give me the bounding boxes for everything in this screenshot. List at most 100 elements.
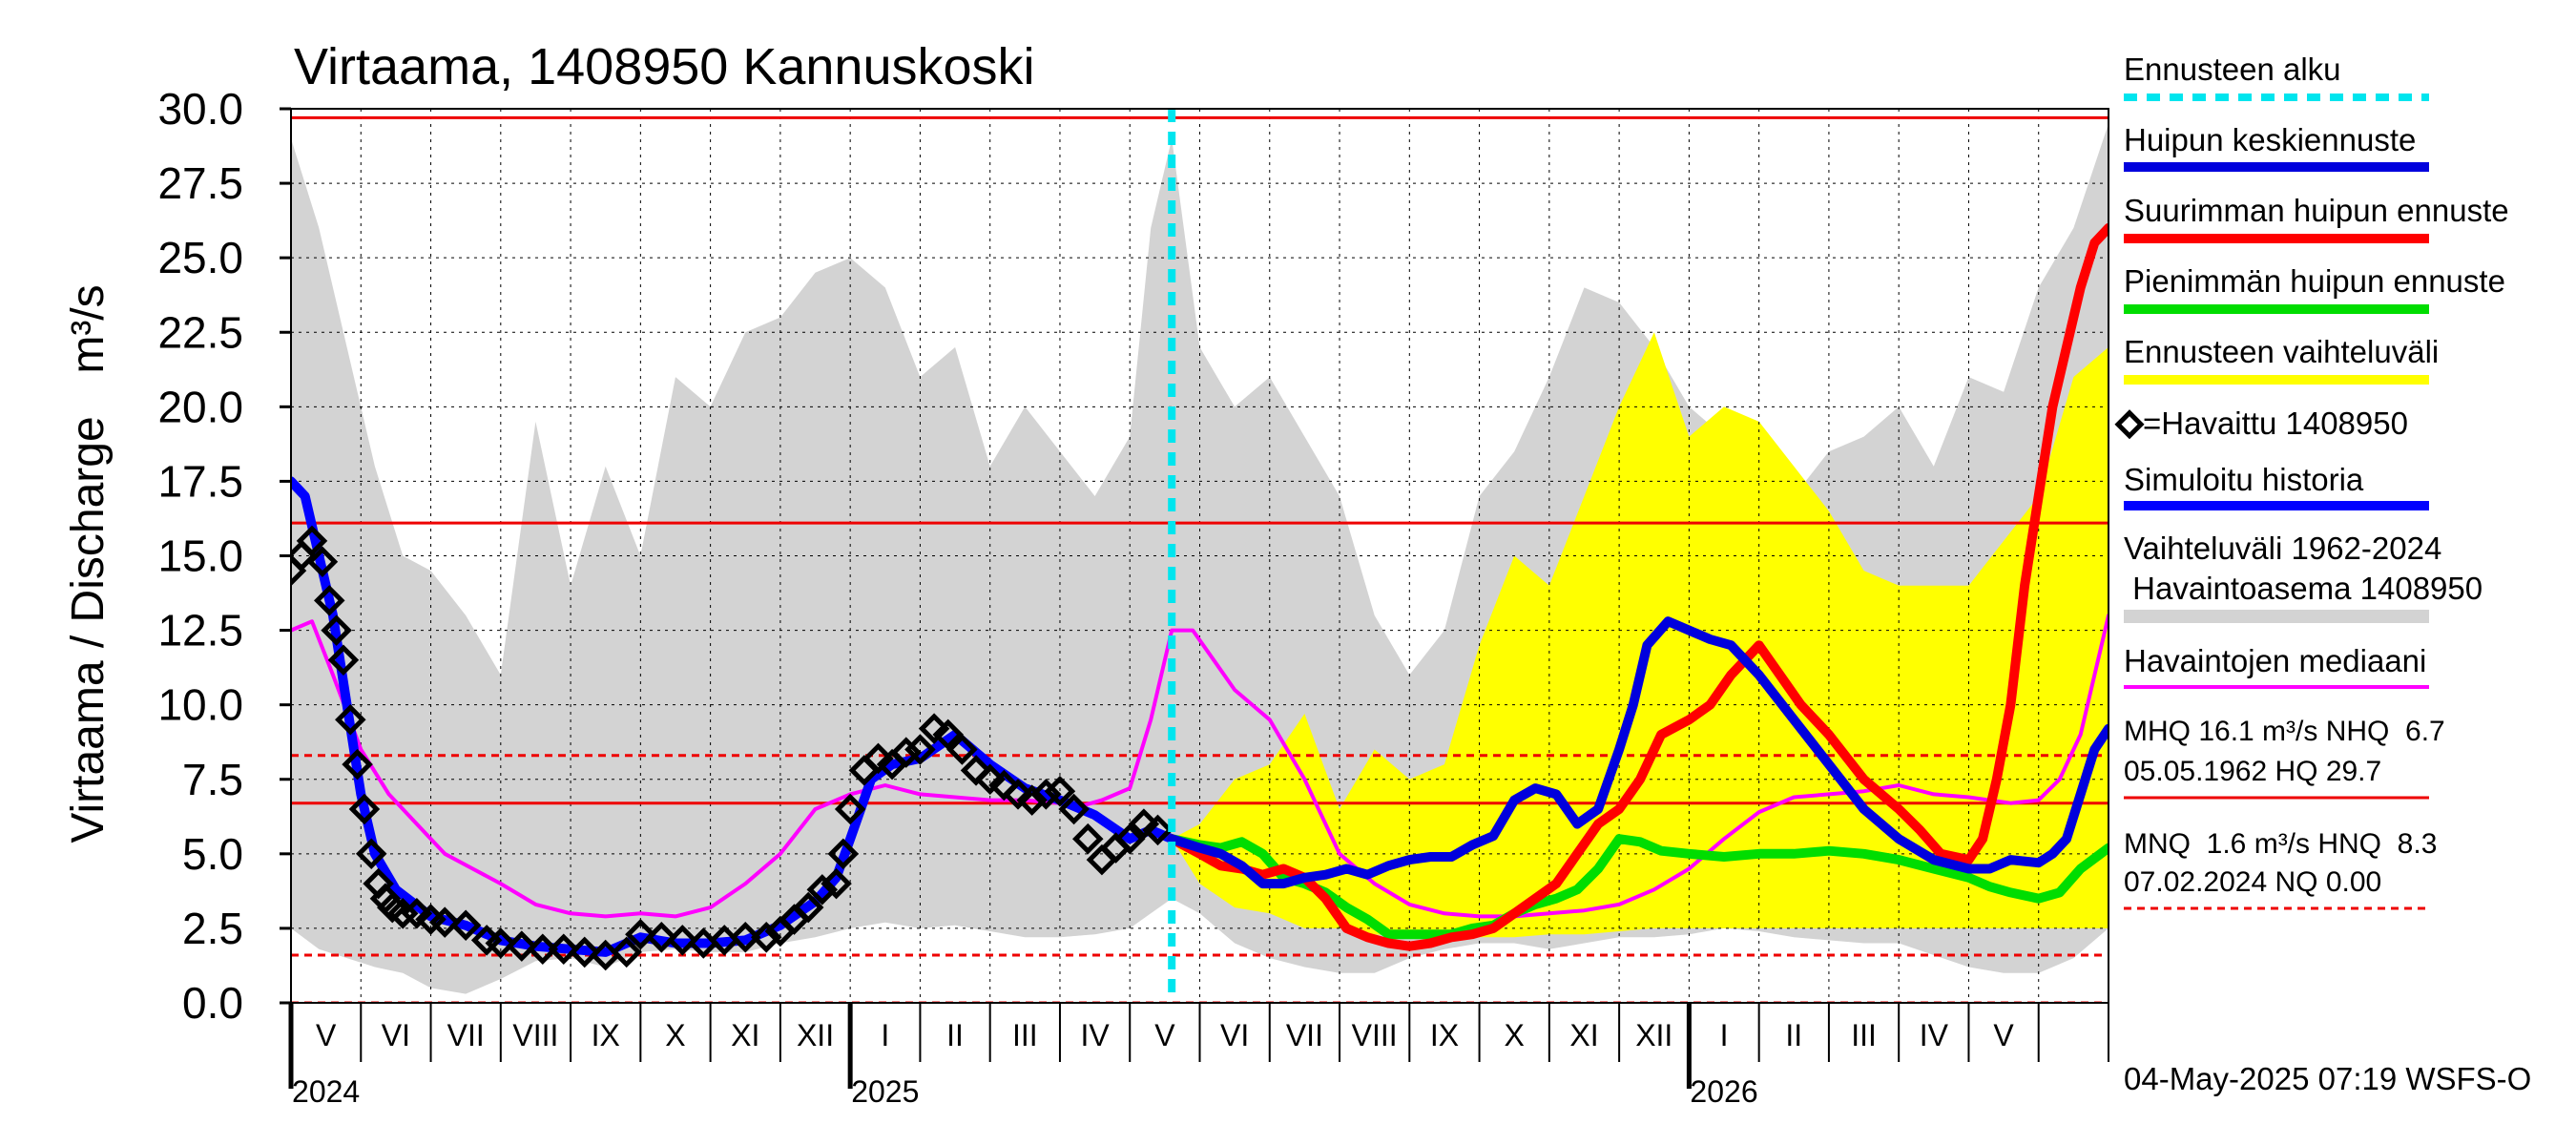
- observed-point: [335, 704, 366, 736]
- x-month-label: II: [1785, 1018, 1802, 1052]
- x-month-label: X: [1505, 1018, 1525, 1052]
- observed-point: [792, 891, 824, 924]
- x-month-label: VII: [447, 1018, 485, 1052]
- y-tick-label: 17.5: [157, 456, 243, 506]
- x-month-label: XII: [1635, 1018, 1672, 1052]
- x-month-label: XII: [797, 1018, 834, 1052]
- x-month-label: VI: [382, 1018, 410, 1052]
- legend-min-peak-label: Pienimmän huipun ennuste: [2124, 263, 2505, 299]
- observed-point: [730, 921, 761, 953]
- observed-point: [611, 936, 642, 968]
- observed-point: [506, 930, 538, 962]
- y-tick-label: 15.0: [157, 531, 243, 581]
- series-suurimman-huipun-ennuste: [1167, 222, 2109, 951]
- x-month-label: VIII: [1352, 1018, 1398, 1052]
- chart-title: Virtaama, 1408950 Kannuskoski: [294, 38, 1035, 95]
- legend-max-peak-label: Suurimman huipun ennuste: [2124, 193, 2509, 228]
- y-axis-label: Virtaama / Discharge: [63, 416, 114, 843]
- observed-point: [527, 933, 559, 966]
- legend-observed-label: =Havaittu 1408950: [2143, 406, 2408, 441]
- x-month-label: VII: [1286, 1018, 1323, 1052]
- x-axis: V VI VII VIII IX X XI XII I II III IV V VI VII VIII IX X X…: [288, 1003, 2109, 1109]
- y-axis-unit: m³/s: [63, 284, 114, 373]
- observed-point: [485, 927, 517, 959]
- x-year-label: 2026: [1690, 1074, 1757, 1109]
- legend-observed-marker: [2114, 409, 2145, 440]
- observed-point: [932, 718, 964, 751]
- x-month-label: V: [316, 1018, 337, 1052]
- legend-simulated-label: Simuloitu historia: [2124, 462, 2364, 497]
- observed-point: [348, 793, 381, 825]
- x-month-label: IV: [1920, 1018, 1949, 1052]
- observed-point: [327, 644, 360, 677]
- legend-stats2-line1: MNQ 1.6 m³/s HNQ 8.3: [2124, 828, 2437, 860]
- legend-range-label-2: Havaintoasema 1408950: [2124, 571, 2483, 606]
- y-tick-label: 25.0: [157, 233, 243, 282]
- legend-stats2-line2: 07.02.2024 NQ 0.00: [2124, 866, 2381, 898]
- observed-point: [296, 525, 328, 557]
- x-month-label: XI: [731, 1018, 759, 1052]
- x-month-label: IX: [1430, 1018, 1459, 1052]
- observed-point: [569, 936, 600, 968]
- x-month-label: III: [1012, 1018, 1038, 1052]
- observed-point: [918, 713, 950, 744]
- x-year-label: 2025: [851, 1074, 919, 1109]
- observed-point: [1142, 814, 1174, 846]
- observed-point: [904, 734, 936, 765]
- observed-point: [428, 906, 461, 938]
- observed-point: [709, 925, 740, 956]
- y-tick-label: 7.5: [182, 755, 243, 804]
- y-tick-label: 20.0: [157, 382, 243, 431]
- observed-point: [376, 891, 408, 924]
- x-month-label: VI: [1220, 1018, 1249, 1052]
- observed-point: [449, 909, 482, 942]
- plot-area: [290, 108, 2109, 1004]
- y-tick-label: 30.0: [157, 84, 243, 134]
- legend-forecast-range-label: Ennusteen vaihteluväli: [2124, 334, 2439, 369]
- y-tick-label: 2.5: [182, 904, 243, 953]
- observed-point: [1072, 822, 1104, 855]
- legend-range-label-1: Vaihteluväli 1962-2024: [2124, 531, 2441, 566]
- observed-point: [862, 742, 894, 775]
- observed-point: [1044, 775, 1076, 807]
- x-month-label: I: [1720, 1018, 1729, 1052]
- y-tick-label: 22.5: [157, 307, 243, 357]
- observed-point: [806, 874, 839, 906]
- observed-point: [625, 918, 656, 950]
- x-month-label: IX: [592, 1018, 620, 1052]
- legend-stats1-line1: MHQ 16.1 m³/s NHQ 6.7: [2124, 716, 2445, 747]
- observed-point: [342, 748, 373, 781]
- x-month-label: XI: [1569, 1018, 1598, 1052]
- legend-stats1-line2: 05.05.1962 HQ 29.7: [2124, 756, 2381, 787]
- observed-point: [321, 614, 352, 646]
- x-month-label: V: [1154, 1018, 1175, 1052]
- observed-point: [821, 867, 852, 900]
- observed-point: [827, 838, 860, 870]
- observed-point: [834, 793, 866, 825]
- footer-timestamp: 04-May-2025 07:19 WSFS-O: [2124, 1061, 2531, 1096]
- legend-median-label: Havaintojen mediaani: [2124, 643, 2426, 678]
- observed-point: [750, 922, 782, 953]
- observed-point: [1113, 822, 1146, 855]
- observed-point: [401, 898, 433, 929]
- observed-point: [590, 939, 621, 971]
- series-huipun-keskiennuste: [1167, 616, 2109, 889]
- observed-point: [667, 925, 698, 956]
- observed-point: [1058, 793, 1090, 825]
- x-month-label: II: [946, 1018, 964, 1052]
- x-month-label: X: [665, 1018, 685, 1052]
- y-tick-label: 5.0: [182, 829, 243, 879]
- x-year-label: 2024: [292, 1074, 360, 1109]
- y-tick-label: 0.0: [182, 978, 243, 1028]
- y-tick-label: 10.0: [157, 680, 243, 730]
- observed-point: [548, 933, 580, 966]
- y-axis: 0.0 2.5 5.0 7.5 10.0 12.5 15.0 17.5 20.0 22.5 25.0…: [157, 84, 291, 1028]
- x-month-label: III: [1851, 1018, 1877, 1052]
- observed-point: [688, 927, 719, 959]
- x-month-label: VIII: [512, 1018, 558, 1052]
- observed-point: [974, 763, 1006, 796]
- observed-point: [1002, 779, 1034, 810]
- observed-point: [369, 883, 402, 914]
- observed-point: [946, 734, 978, 765]
